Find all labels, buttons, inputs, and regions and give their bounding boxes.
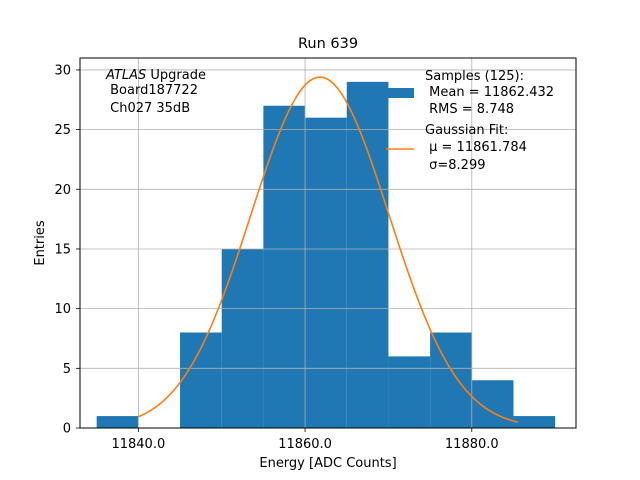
histogram-bar	[346, 81, 389, 428]
x-tick-label: 11840.0	[111, 437, 165, 452]
annotation-line-1: ATLAS Upgrade	[105, 68, 206, 83]
legend-samples-line-2: Mean = 11862.432	[425, 85, 554, 100]
annotation-line-3: Ch027 35dB	[106, 101, 190, 116]
y-tick-label: 30	[54, 63, 71, 78]
legend-fit-line-3: σ=8.299	[425, 158, 485, 173]
y-tick-label: 5	[63, 362, 71, 377]
annotation-atlas: ATLAS	[105, 68, 146, 83]
histogram-bar	[388, 356, 431, 428]
histogram-bar	[96, 416, 139, 428]
grid-lines	[80, 58, 576, 429]
y-tick-label: 20	[54, 183, 71, 198]
plot-frame	[79, 57, 577, 429]
y-tick-label: 15	[54, 242, 71, 257]
y-tick-label: 25	[54, 123, 71, 138]
histogram-bar	[471, 380, 514, 428]
x-tick-label: 11880.0	[445, 437, 499, 452]
plot-annotation: ATLAS Upgrade Board187722 Ch027 35dB	[105, 68, 206, 116]
x-tick-label: 11860.0	[278, 437, 332, 452]
legend-samples-line-3: RMS = 8.748	[425, 102, 514, 117]
y-tick-label: 10	[54, 302, 71, 317]
legend-samples-swatch	[386, 88, 414, 98]
histogram-bar	[221, 248, 264, 428]
legend-fit-line-1: Gaussian Fit:	[425, 123, 508, 138]
legend-fit-line-2: μ = 11861.784	[425, 140, 527, 155]
gaussian-fit-curve	[138, 76, 518, 423]
histogram-bar	[305, 117, 347, 428]
x-axis-ticks: 11840.0 11860.0 11880.0	[111, 428, 499, 452]
histogram-bar	[430, 332, 472, 428]
y-axis-ticks: 0 5 10 15 20 25 30	[54, 63, 80, 437]
histogram-bars	[96, 81, 556, 428]
y-tick-label: 0	[63, 422, 71, 437]
x-axis-label: Energy [ADC Counts]	[259, 456, 396, 471]
legend: Samples (125): Mean = 11862.432 RMS = 8.…	[386, 69, 554, 173]
chart-title: Run 639	[298, 36, 358, 52]
histogram-bar	[263, 105, 306, 428]
legend-samples-line-1: Samples (125):	[425, 69, 524, 84]
annotation-upgrade: Upgrade	[146, 68, 206, 83]
y-axis-label: Entries	[33, 220, 48, 266]
histogram-bar	[513, 416, 556, 428]
annotation-line-2: Board187722	[106, 83, 198, 98]
